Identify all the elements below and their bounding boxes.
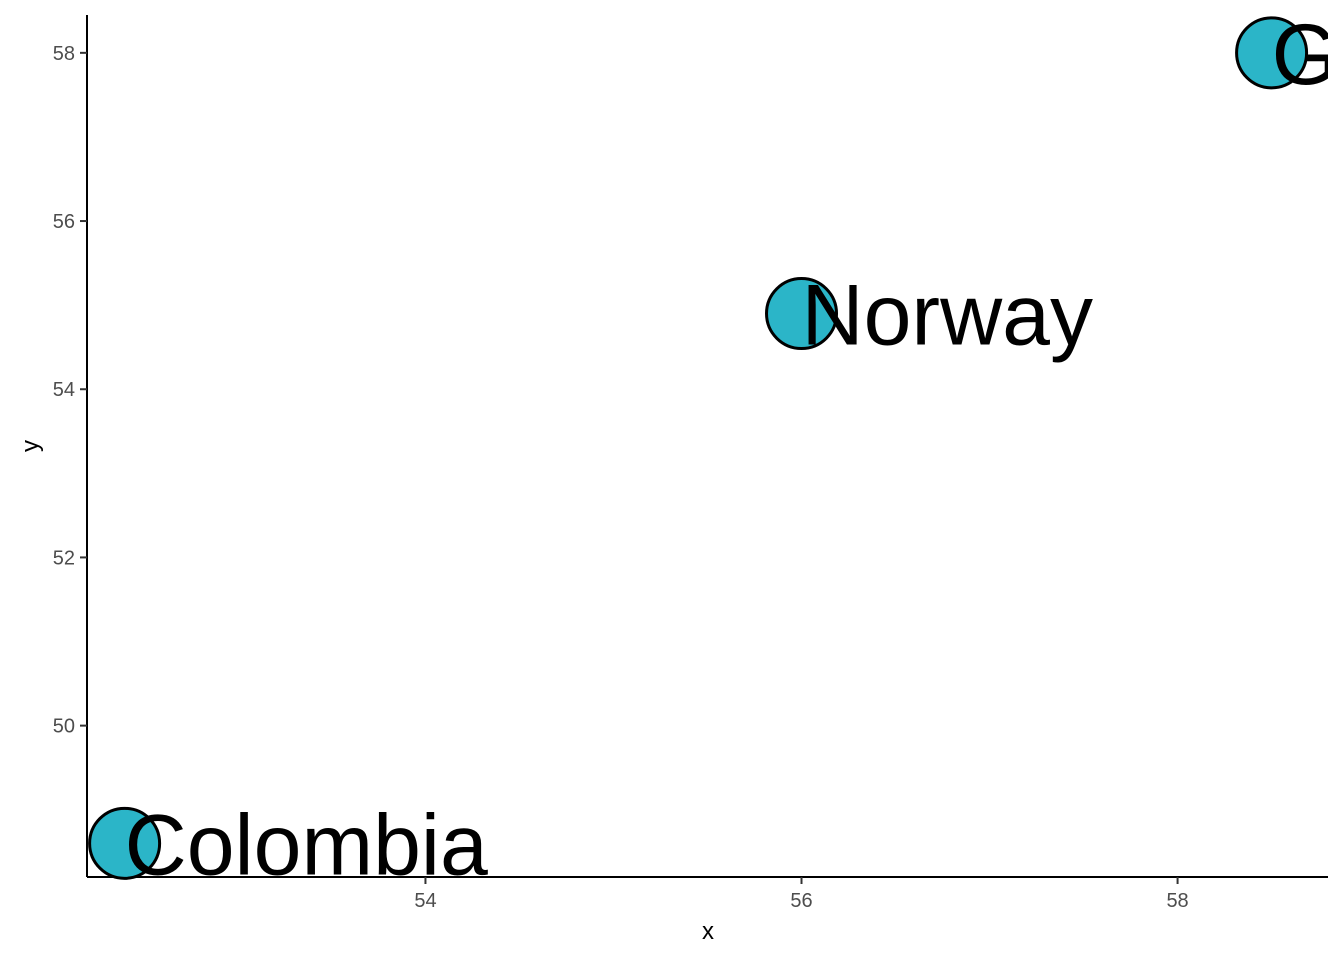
y-tick-label: 56: [53, 211, 75, 233]
x-axis-title: x: [702, 918, 714, 945]
y-tick-label: 54: [53, 379, 75, 401]
x-tick-label: 58: [1166, 890, 1188, 912]
x-tick-label: 54: [414, 890, 436, 912]
data-point: [765, 277, 839, 351]
y-tick-label: 58: [53, 43, 75, 65]
point-labels: Colombia Norway G: [125, 7, 1339, 894]
axes: [86, 15, 1328, 878]
y-tick-label: 50: [53, 716, 75, 738]
y-axis-title: y: [17, 440, 44, 452]
x-ticks: 54 56 58: [414, 877, 1189, 912]
data-points: [88, 16, 1309, 880]
y-tick-label: 52: [53, 547, 75, 569]
y-ticks: 50 52 54 56 58: [53, 43, 87, 738]
point-label: G: [1272, 7, 1339, 103]
point-label: Norway: [802, 268, 1094, 364]
point-label: Colombia: [125, 797, 488, 893]
x-tick-label: 56: [790, 890, 812, 912]
data-point: [88, 806, 162, 880]
data-point: [1235, 16, 1309, 90]
